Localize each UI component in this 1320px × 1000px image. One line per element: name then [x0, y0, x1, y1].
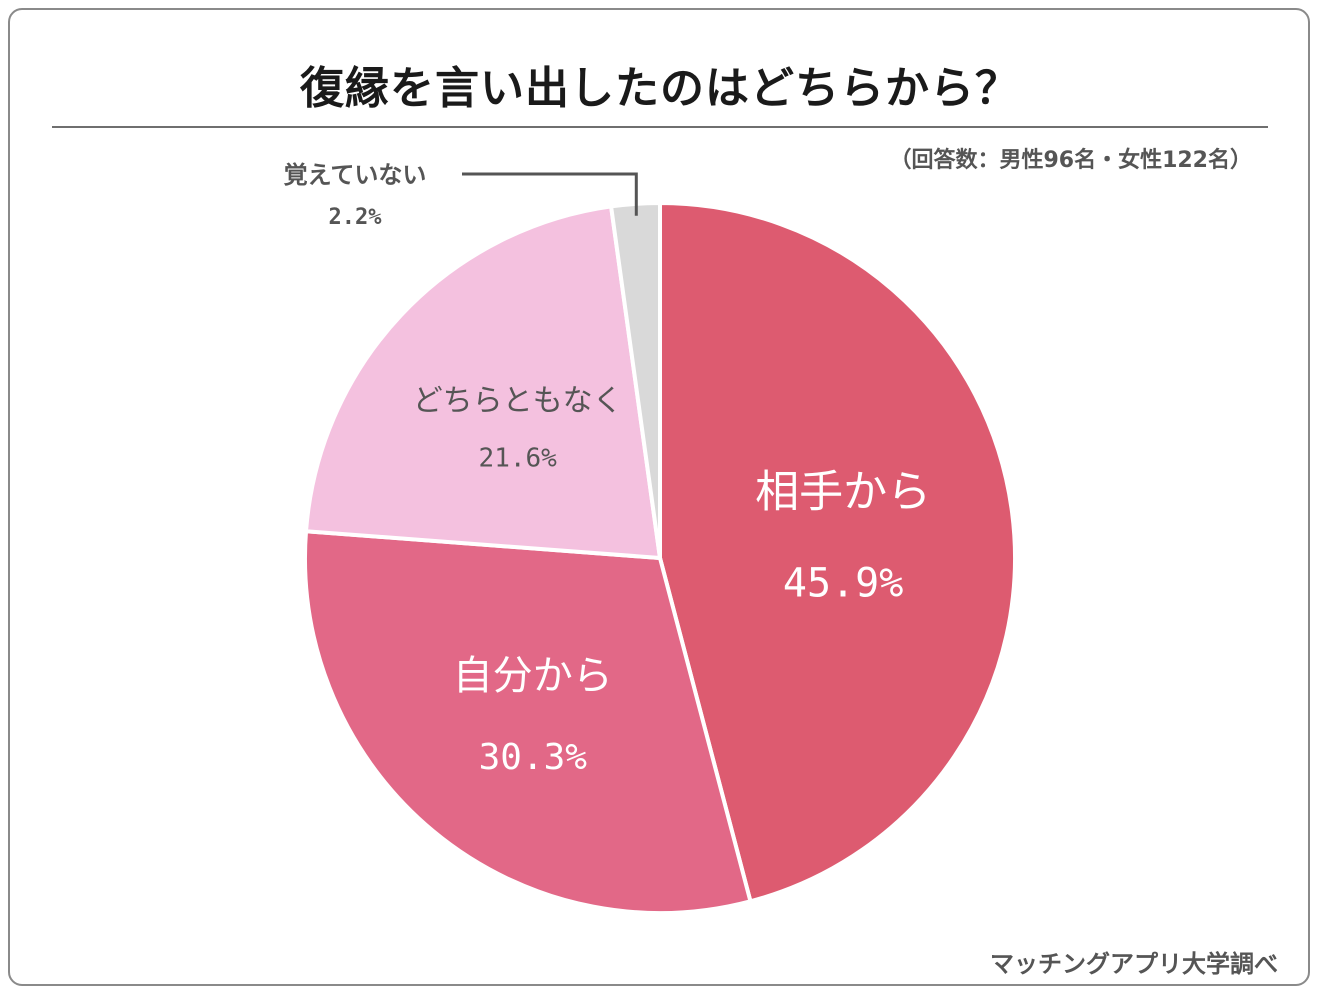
- title-divider: [52, 126, 1268, 128]
- source-credit: マッチングアプリ大学調べ: [990, 950, 1278, 978]
- pie-labels: 相手から 45.9% 自分から 30.3% どちらともなく 21.6% 覚えていない 2.2%: [284, 161, 932, 778]
- pie-slice: [658, 201, 1018, 904]
- slice-value-label: 30.3%: [479, 737, 588, 778]
- slice-category-label: 覚えていない: [284, 161, 427, 189]
- respondent-note: （回答数：男性96名・女性122名）: [889, 148, 1252, 173]
- slice-value-label: 21.6%: [479, 443, 558, 473]
- pie-slice: [303, 529, 753, 916]
- pie-slices: [303, 201, 1018, 916]
- slice-category-label: 自分から: [453, 653, 613, 699]
- slice-value-label: 45.9%: [783, 560, 903, 606]
- slice-value-label: 2.2%: [329, 205, 383, 230]
- leader-line: [462, 172, 638, 216]
- slice-category-label: どちらともなく: [413, 383, 623, 418]
- slice-category-label: 相手から: [755, 466, 931, 517]
- chart-title: 復縁を言い出したのはどちらから？: [300, 63, 1020, 114]
- pie-slice: [304, 204, 662, 560]
